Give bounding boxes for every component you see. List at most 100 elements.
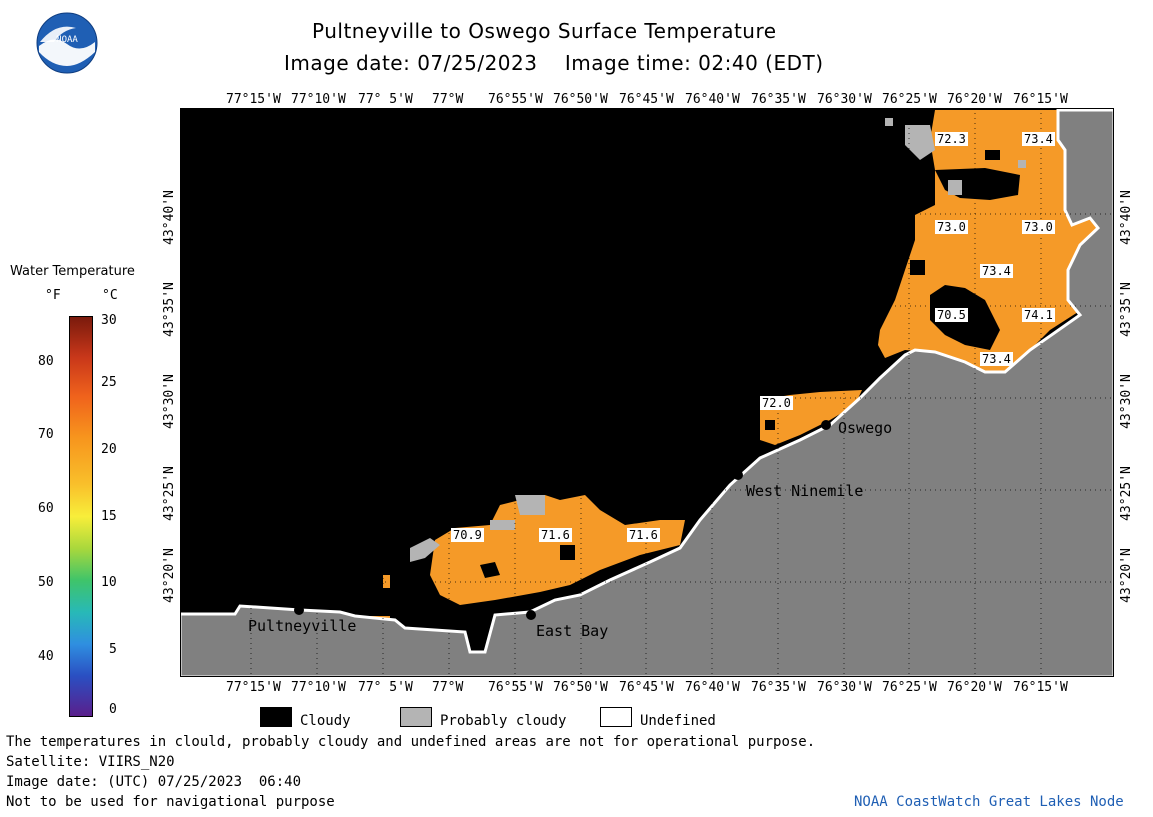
temperature-labels: 72.3 73.4 73.0 73.0 73.4 70.5 74.1 73.4 … [451, 132, 1055, 542]
lon-label: 77°W [432, 680, 464, 695]
temp-label: 73.4 [982, 264, 1011, 278]
page-title: Pultneyville to Oswego Surface Temperatu… [312, 19, 777, 43]
c-tick: 15 [101, 509, 117, 524]
temp-label: 71.6 [541, 528, 570, 542]
lon-label: 76°35'W [751, 92, 806, 107]
f-tick: 50 [38, 575, 54, 590]
lat-label: 43°40'N [1118, 190, 1134, 245]
footer-disclaimer: The temperatures in clould, probably clo… [6, 734, 816, 750]
key-cloudy-label: Cloudy [300, 713, 351, 729]
lon-label: 76°15'W [1013, 680, 1068, 695]
temp-label: 71.6 [629, 528, 658, 542]
lat-label: 43°25'N [161, 466, 177, 521]
map-gridlines [180, 108, 1114, 677]
lat-label: 43°40'N [161, 190, 177, 245]
lat-label: 43°25'N [1118, 466, 1134, 521]
probably-cloudy-patch [885, 118, 893, 126]
f-tick: 40 [38, 649, 54, 664]
legend-unit-f: °F [45, 288, 61, 303]
footer-navigation-warning: Not to be used for navigational purpose [6, 794, 335, 810]
f-tick: 60 [38, 501, 54, 516]
pultneyville-marker [294, 605, 304, 615]
lon-label: 76°40'W [685, 92, 740, 107]
place-label-pultneyville: Pultneyville [248, 617, 356, 635]
temp-label: 73.4 [982, 352, 1011, 366]
east-bay-marker [526, 610, 536, 620]
lon-label: 77°15'W [226, 92, 281, 107]
cloud-patch [985, 150, 1000, 160]
c-tick: 5 [109, 642, 117, 657]
lon-label: 76°25'W [882, 680, 937, 695]
temp-label: 73.0 [937, 220, 966, 234]
legend-title: Water Temperature [10, 264, 135, 279]
lon-label: 76°45'W [619, 92, 674, 107]
lon-label: 77° 5'W [358, 680, 413, 695]
cloud-patch [480, 562, 500, 578]
f-tick: 80 [38, 354, 54, 369]
temp-label: 70.9 [453, 528, 482, 542]
image-date-time: Image date: 07/25/2023 Image time: 02:40… [284, 51, 824, 75]
key-probably-cloudy-swatch [400, 707, 432, 727]
lon-label: 76°20'W [947, 92, 1002, 107]
map-frame [180, 108, 1114, 677]
probably-cloudy-patch [1018, 160, 1026, 168]
lon-label: 77°10'W [291, 92, 346, 107]
west-ninemile-marker [733, 470, 743, 480]
lat-label: 43°20'N [161, 548, 177, 603]
key-probably-cloudy-label: Probably cloudy [440, 713, 567, 729]
lon-label: 77°15'W [226, 680, 281, 695]
c-tick: 0 [109, 702, 117, 717]
oswego-marker [821, 420, 831, 430]
temp-label: 73.0 [1024, 220, 1053, 234]
place-label-west-ninemile: West Ninemile [746, 482, 863, 500]
temp-label: 72.3 [937, 132, 966, 146]
temp-label: 72.0 [762, 396, 791, 410]
lat-label: 43°30'N [161, 374, 177, 429]
lat-label: 43°35'N [161, 282, 177, 337]
logo-text: NOAA [56, 35, 78, 45]
noaa-logo: NOAA [36, 12, 98, 74]
temp-label: 70.5 [937, 308, 966, 322]
c-tick: 30 [101, 313, 117, 328]
cloud-patch [910, 260, 925, 275]
lon-label: 77°10'W [291, 680, 346, 695]
lon-label: 76°35'W [751, 680, 806, 695]
probably-cloudy-patch [905, 125, 935, 160]
place-label-oswego: Oswego [838, 419, 892, 437]
key-cloudy-swatch [260, 707, 292, 727]
lon-label: 76°20'W [947, 680, 1002, 695]
cloud-patch [560, 545, 575, 560]
place-label-east-bay: East Bay [536, 622, 608, 640]
temperature-map: Pultneyville East Bay West Ninemile Oswe… [180, 108, 1114, 677]
c-tick: 25 [101, 375, 117, 390]
temp-label: 73.4 [1024, 132, 1053, 146]
legend-unit-c: °C [102, 288, 118, 303]
lon-label: 76°30'W [817, 92, 872, 107]
footer-image-date-utc: Image date: (UTC) 07/25/2023 06:40 [6, 774, 302, 790]
lat-label: 43°20'N [1118, 548, 1134, 603]
key-undefined-swatch [600, 707, 632, 727]
footer-satellite: Satellite: VIIRS_N20 [6, 754, 175, 770]
lon-label: 76°55'W [488, 92, 543, 107]
key-undefined-label: Undefined [640, 713, 716, 729]
lon-label: 76°25'W [882, 92, 937, 107]
lon-label: 76°50'W [553, 92, 608, 107]
lon-label: 76°45'W [619, 680, 674, 695]
lon-label: 76°40'W [685, 680, 740, 695]
lon-label: 76°50'W [553, 680, 608, 695]
c-tick: 10 [101, 575, 117, 590]
probably-cloudy-patch [410, 538, 440, 562]
f-tick: 70 [38, 427, 54, 442]
lon-label: 76°15'W [1013, 92, 1068, 107]
lon-label: 76°55'W [488, 680, 543, 695]
footer-credit: NOAA CoastWatch Great Lakes Node [854, 794, 1124, 810]
lat-label: 43°35'N [1118, 282, 1134, 337]
color-scale-bar [69, 316, 93, 717]
water-speck [383, 575, 390, 588]
lon-label: 77°W [432, 92, 464, 107]
probably-cloudy-patch [948, 180, 962, 195]
temp-label: 74.1 [1024, 308, 1053, 322]
lon-label: 76°30'W [817, 680, 872, 695]
cloud-patch [765, 420, 775, 430]
probably-cloudy-patch [490, 520, 515, 530]
